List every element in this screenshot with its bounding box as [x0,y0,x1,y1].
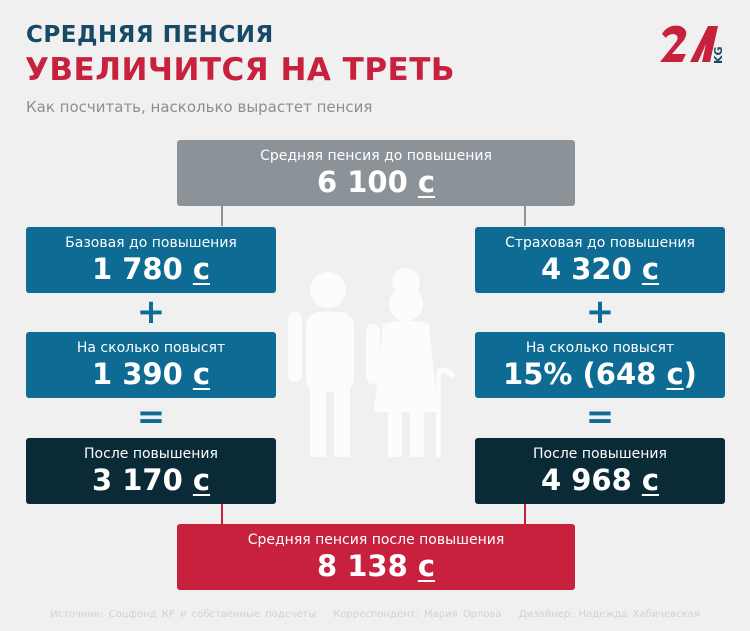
title-line1: СРЕДНЯЯ ПЕНСИЯ [26,22,274,48]
currency-som: с [192,357,211,391]
footer-source: Источник: Соцфонд КР и собственные подсч… [50,609,317,620]
logo-24kg: KG [660,25,725,64]
box-label: Базовая до повышения [65,235,237,251]
base-before-box: Базовая до повышения 1 780 с [26,227,276,293]
box-value: 8 138 [316,549,408,583]
arrow-down-gray [524,206,526,226]
box-value: 1 780 [91,252,183,286]
currency-som: с [192,252,211,286]
box-label: После повышения [533,446,667,462]
title-line2: УВЕЛИЧИТСЯ НА ТРЕТЬ [25,52,455,88]
base-increase-box: На сколько повысят 1 390 с [26,332,276,398]
average-pension-before-box: Средняя пенсия до повышения 6 100 с [177,140,575,206]
arrow-down-red [221,504,223,524]
arrow-down-red [524,504,526,524]
currency-som: с [417,165,436,199]
footer-designer: Дизайнер: Надежда Хабичевская [518,609,700,620]
plus-icon: + [136,292,166,332]
plus-icon: + [585,292,615,332]
footer: Источник: Соцфонд КР и собственные подсч… [0,609,750,620]
box-label: На сколько повысят [76,340,226,356]
equals-icon: = [136,397,166,437]
currency-som: с [192,463,211,497]
box-label: Средняя пенсия после повышения [247,532,505,548]
box-value-suffix: ) [683,357,697,391]
subtitle: Как посчитать, насколько вырастет пенсия [26,98,373,116]
box-value: 15% (648 [503,357,657,391]
currency-som: с [641,463,660,497]
box-label: Страховая до повышения [505,235,695,251]
insurance-increase-box: На сколько повысят 15% (648 с) [475,332,725,398]
box-value: 4 320 [540,252,632,286]
currency-som: с [641,252,660,286]
insurance-before-box: Страховая до повышения 4 320 с [475,227,725,293]
box-value: 1 390 [91,357,183,391]
arrow-down-gray [221,206,223,226]
footer-correspondent: Корреспондент: Мария Орлова [333,609,502,620]
elderly-couple-illustration [288,268,456,457]
average-pension-after-box: Средняя пенсия после повышения 8 138 с [177,524,575,590]
insurance-after-box: После повышения 4 968 с [475,438,725,504]
currency-som: с [417,549,436,583]
box-value: 3 170 [91,463,183,497]
svg-text:KG: KG [712,46,725,64]
box-label: После повышения [84,446,218,462]
box-label: Средняя пенсия до повышения [260,148,492,164]
box-value: 6 100 [316,165,408,199]
equals-icon: = [585,397,615,437]
base-after-box: После повышения 3 170 с [26,438,276,504]
box-label: На сколько повысят [525,340,675,356]
box-value: 4 968 [540,463,632,497]
currency-som: с [666,357,684,391]
